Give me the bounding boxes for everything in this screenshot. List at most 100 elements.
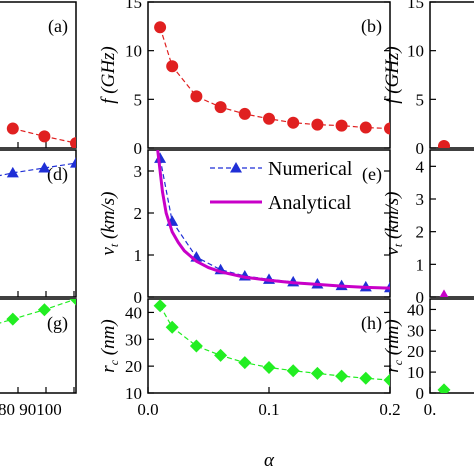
y-axis-label-symbol: f [98,96,119,104]
panel-i: 0 10 20 30 40 0. rc (nm) [382,298,474,419]
series-line [0,162,76,177]
y-axis-label-symbol: r [382,365,403,373]
x-tick-label: 0.1 [258,400,279,419]
y-tick-label: 15 [125,0,142,12]
y-axis-label: f (GHz) [382,46,403,104]
data-point [70,157,76,168]
x-axis-label: α [264,450,275,471]
plot-frame [0,1,77,149]
panel-f: 0 1 2 3 4 vt (km/s) [382,149,474,307]
plot-frame [0,149,77,298]
y-tick-label: 2 [416,223,425,242]
plot-frame [429,298,474,394]
y-tick-label: 40 [125,303,142,322]
data-point [311,118,324,131]
panel-label: (b) [361,16,382,37]
data-point [214,101,227,114]
data-point [153,299,167,313]
y-tick-label: 0 [416,139,425,158]
series-line [0,299,76,324]
y-tick-label: 5 [416,90,425,109]
x-tick-label: 0. [424,400,437,419]
data-point [69,299,76,306]
y-tick-label: 30 [407,321,424,340]
y-axis-label-subscript: c [107,359,121,365]
data-point [238,356,252,370]
panel-e: 0 1 2 3 vt (km/s) (e) Numerical Analytical [98,149,391,307]
y-tick-label: 40 [407,300,424,319]
panel-c: 0 5 10 15 f (GHz) [382,0,474,158]
panel-g: 80 90100 (g) [0,298,77,419]
y-tick-label: 2 [134,204,143,223]
series-group [0,157,76,178]
y-axis-label: rc (nm) [98,319,121,372]
data-point [439,289,449,297]
y-tick-label: 0 [416,288,425,307]
y-tick-label: 30 [125,330,142,349]
y-tick-label: 10 [125,42,142,61]
data-point [38,130,51,143]
data-point [437,383,451,393]
plot-frame [429,149,474,298]
data-point [262,360,276,374]
plot-frame [147,149,391,298]
y-axis-label: f (GHz) [98,46,119,104]
panel-label: (g) [47,313,68,334]
panel-label: (e) [362,164,382,185]
y-tick-label: 5 [134,90,143,109]
panel-label: (d) [47,164,68,185]
data-point [38,161,51,173]
y-axis-label-symbol: v [98,247,119,256]
y-tick-label: 0 [134,139,143,158]
data-point [335,119,348,132]
y-tick-label: 0 [134,288,143,307]
y-axis-label-subscript: t [107,243,121,247]
x-tick-label: 0.0 [137,400,158,419]
data-point [154,21,167,34]
data-point [70,137,76,148]
data-point [154,152,167,163]
x-tick-label: 0.2 [379,400,400,419]
data-point [383,373,390,387]
y-tick-label: 10 [407,42,424,61]
plot-frame [0,298,77,394]
panel-b: 0 5 10 15 f (GHz) (b) [98,0,391,158]
y-tick-label: 10 [407,363,424,382]
panel-d: (d) [0,149,77,298]
y-tick-label: 0 [416,384,425,403]
y-tick-label: 15 [407,0,424,12]
series-group [153,299,390,387]
panel-a: (a) [0,1,77,149]
y-tick-label: 20 [407,342,424,361]
y-axis-label-subscript: t [391,243,405,247]
series-group [437,383,451,393]
legend: Numerical Analytical [210,158,353,214]
series-group [439,289,449,297]
y-axis-label-subscript: c [391,359,405,365]
y-axis-label-symbol: v [382,247,403,256]
series-group [154,150,390,293]
y-axis-label-symbol: f [382,96,403,104]
legend-label: Analytical [268,192,352,214]
y-tick-label: 3 [134,162,143,181]
data-point [287,116,300,129]
y-tick-label: 4 [416,157,425,176]
data-point [190,90,203,103]
data-point [263,112,275,125]
y-axis-label-unit: (km/s) [98,191,119,243]
y-axis-label-symbol: r [98,365,119,373]
series-group [0,299,76,326]
y-tick-label: 10 [125,384,142,403]
data-point [238,107,251,120]
analytical-curve [156,150,390,290]
series-group [6,122,76,148]
y-axis-label-unit: (GHz) [98,46,119,98]
legend-label: Numerical [268,158,353,180]
series-line [159,27,390,130]
y-axis-label: vt (km/s) [382,191,405,255]
legend-marker [230,162,242,173]
data-point [384,122,390,135]
data-point [438,140,450,148]
